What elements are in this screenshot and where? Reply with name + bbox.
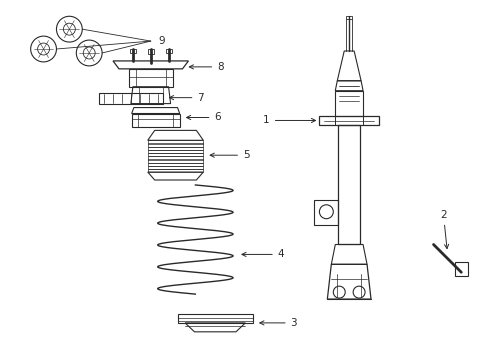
Text: 5: 5 [210,150,249,160]
Text: 3: 3 [259,318,297,328]
Text: 7: 7 [169,93,203,103]
Text: 9: 9 [158,36,165,46]
Text: 6: 6 [186,112,221,122]
Text: 2: 2 [439,210,447,249]
Text: 8: 8 [189,62,224,72]
Text: 1: 1 [263,116,315,126]
Text: 4: 4 [242,249,284,260]
